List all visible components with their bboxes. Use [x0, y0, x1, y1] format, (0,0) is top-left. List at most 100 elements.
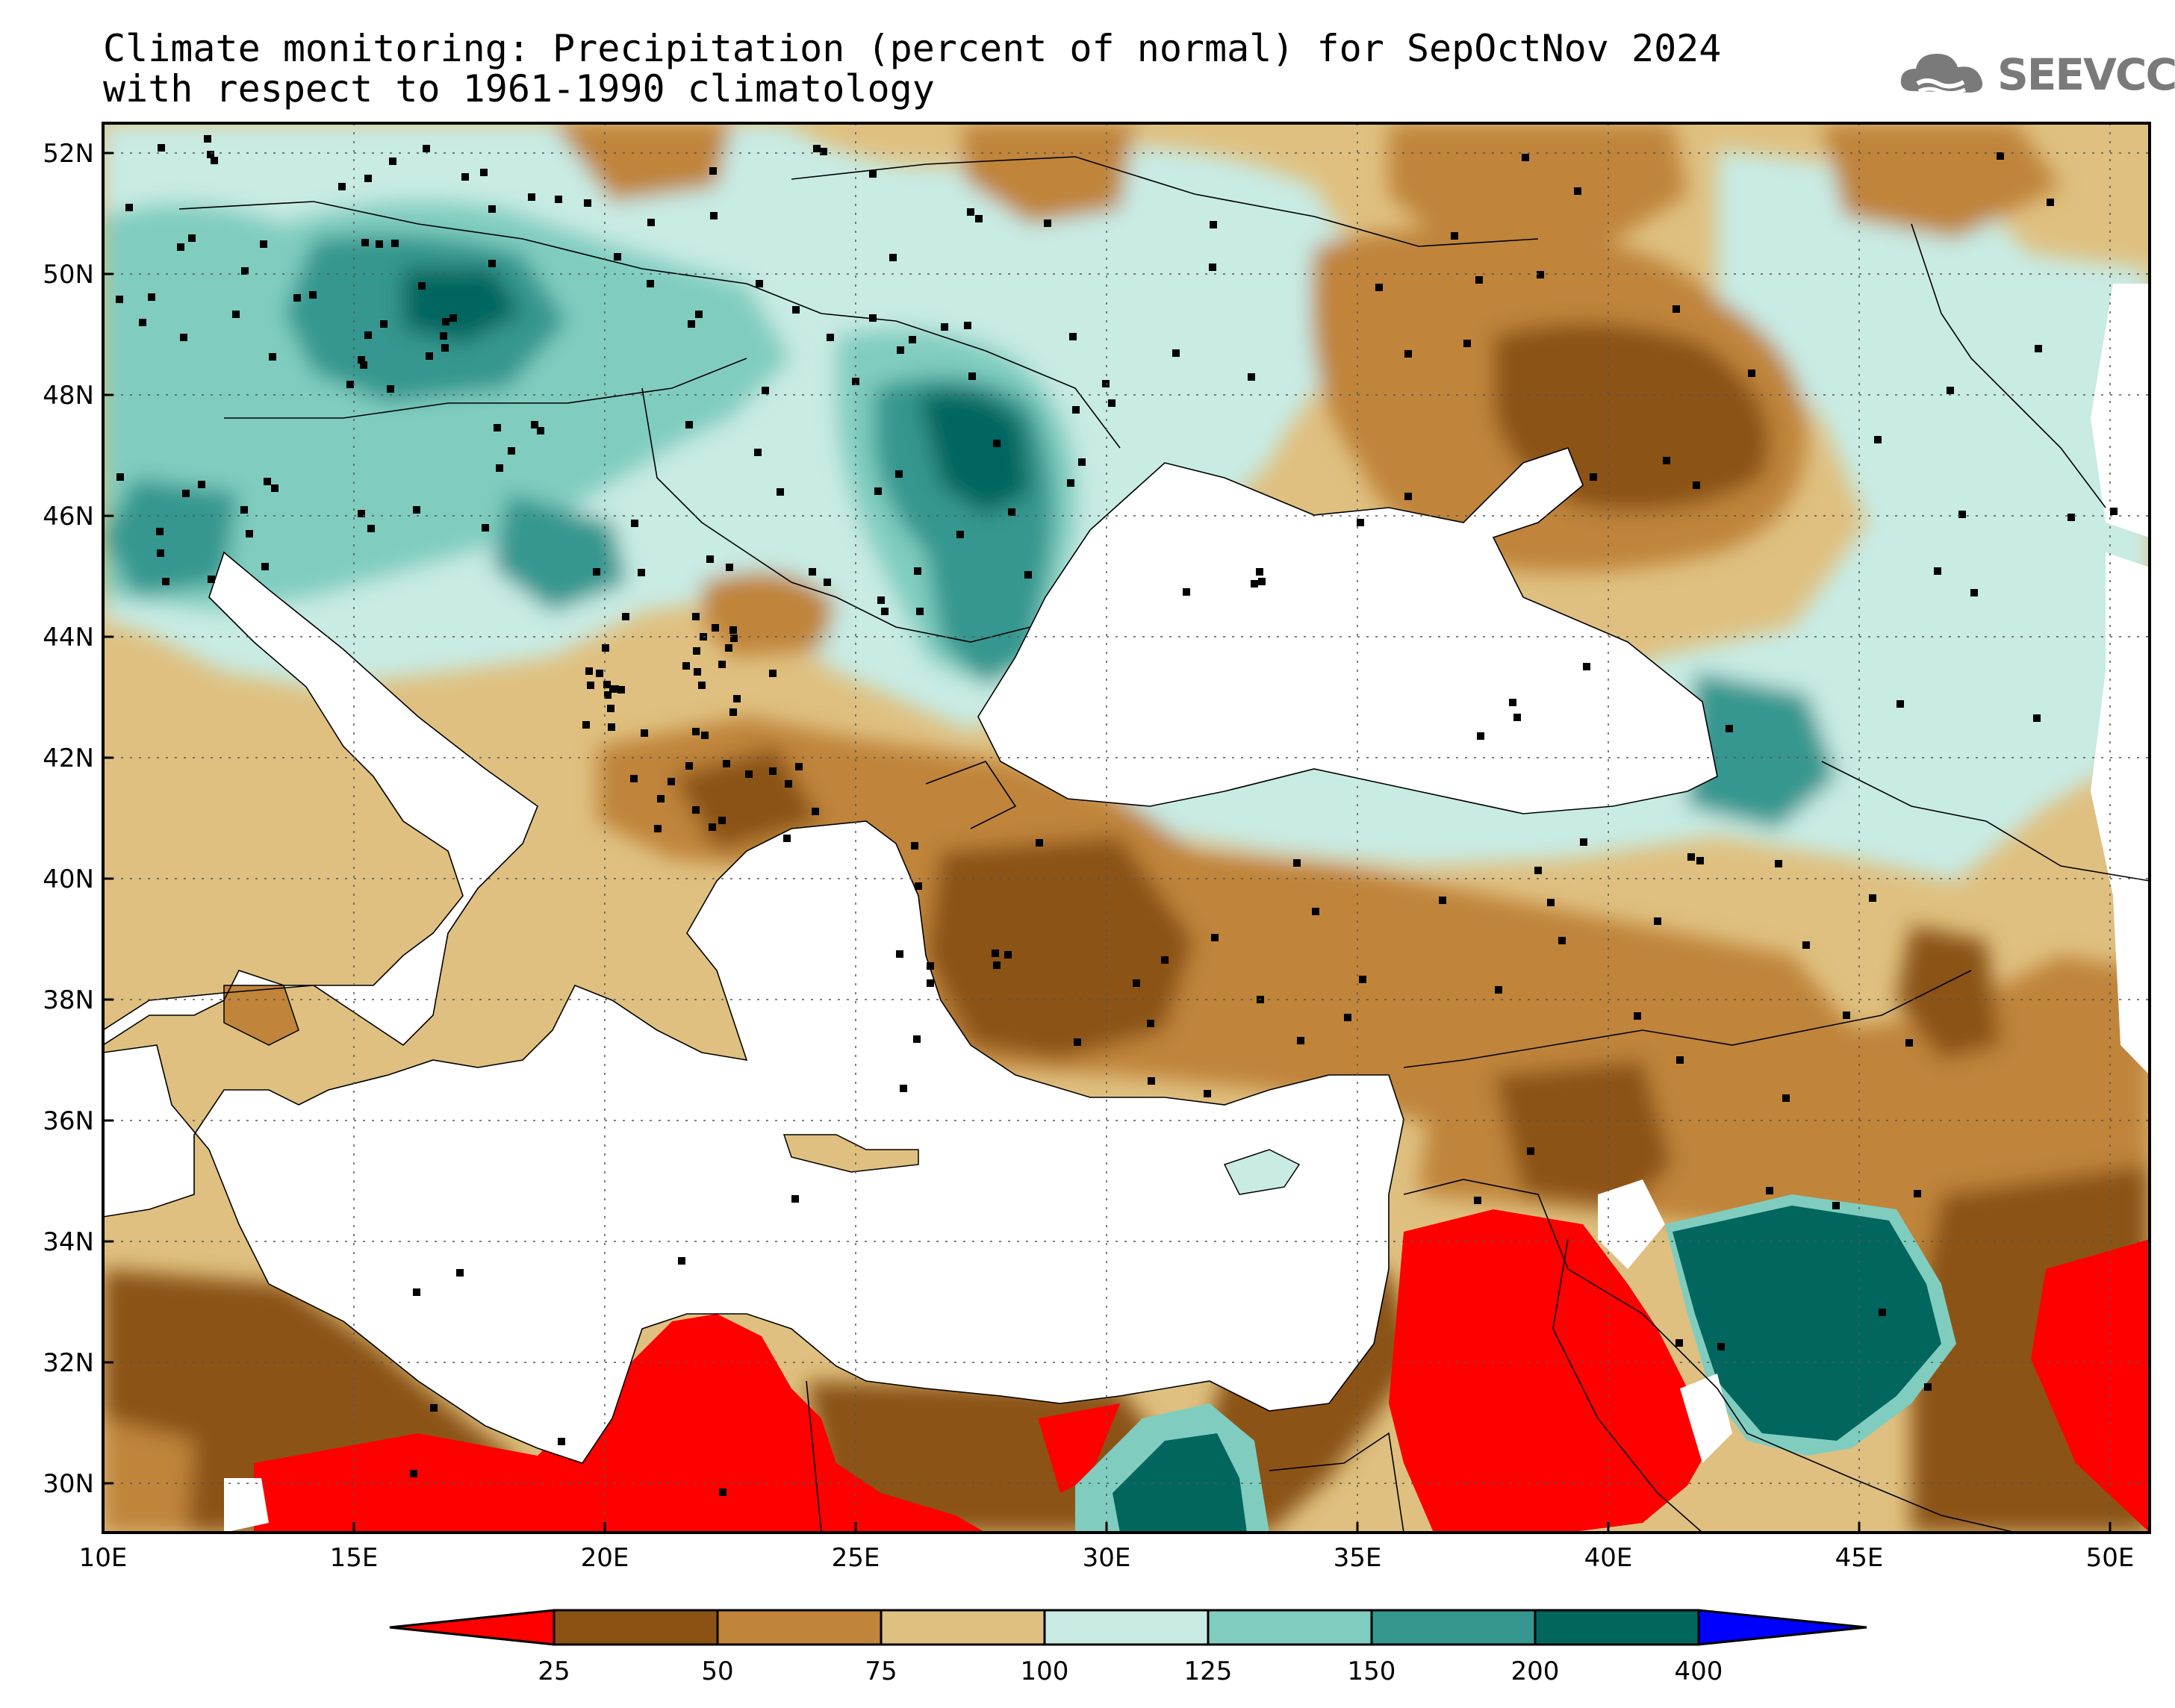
station-marker	[1534, 867, 1542, 874]
station-marker	[182, 490, 190, 497]
station-marker	[449, 314, 457, 322]
station-marker	[418, 282, 426, 290]
station-marker	[232, 311, 240, 318]
station-marker	[756, 280, 763, 287]
station-marker	[1896, 700, 1904, 708]
x-axis-labels: 10E 15E 20E 25E 30E 35E 40E 45E 50E	[79, 1543, 2135, 1573]
station-marker	[587, 682, 594, 689]
station-marker	[240, 506, 248, 514]
station-marker	[2067, 514, 2075, 521]
station-marker	[706, 555, 714, 563]
station-marker	[271, 484, 279, 492]
station-marker	[558, 1438, 565, 1445]
station-marker	[769, 767, 777, 775]
station-marker	[993, 440, 1001, 447]
station-marker	[718, 661, 726, 668]
colorbar-label: 200	[1511, 1656, 1560, 1686]
station-marker	[785, 780, 792, 788]
station-marker	[1210, 221, 1217, 228]
station-marker	[162, 578, 169, 585]
station-marker	[1067, 479, 1074, 487]
y-label: 52N	[43, 139, 94, 169]
station-marker	[719, 1489, 726, 1496]
map-title-line2: with respect to 1961-1990 climatology	[103, 67, 935, 110]
station-marker	[1717, 1343, 1725, 1350]
precipitation-field	[103, 123, 2150, 1533]
station-marker	[745, 770, 753, 778]
station-marker	[1522, 154, 1529, 161]
station-marker	[440, 332, 447, 340]
station-marker	[1874, 436, 1882, 443]
colorbar-box	[716, 1609, 883, 1646]
station-marker	[602, 644, 609, 652]
station-marker	[596, 670, 603, 677]
station-marker	[874, 487, 882, 495]
station-marker	[725, 644, 732, 652]
station-marker	[148, 293, 155, 301]
station-marker	[1148, 1077, 1155, 1085]
station-marker	[1832, 1202, 1840, 1209]
colorbar-label: 125	[1184, 1656, 1233, 1686]
station-marker	[1404, 493, 1412, 500]
y-label: 40N	[43, 864, 94, 894]
station-marker	[1451, 232, 1458, 240]
colorbar-label: 25	[538, 1656, 570, 1686]
station-marker	[2033, 714, 2041, 722]
station-marker	[410, 1470, 417, 1477]
station-marker	[1687, 853, 1695, 861]
station-marker	[777, 488, 784, 496]
seevccc-logo: SEEVCCC	[1896, 45, 2175, 108]
station-marker	[361, 239, 369, 246]
station-marker	[593, 568, 600, 576]
station-marker	[881, 608, 889, 615]
station-marker	[975, 215, 983, 222]
graticule	[103, 123, 2150, 1533]
colorbar-box	[1207, 1609, 1373, 1646]
station-marker	[2110, 508, 2118, 515]
station-marker	[188, 234, 196, 242]
station-marker	[555, 196, 562, 203]
station-marker	[1583, 663, 1590, 670]
station-marker	[630, 775, 638, 782]
station-marker	[657, 795, 665, 802]
station-marker	[528, 193, 535, 201]
station-marker	[692, 613, 700, 620]
colorbar-arrow-left	[389, 1609, 556, 1646]
station-marker	[900, 1085, 907, 1092]
station-marker	[241, 267, 249, 275]
x-label: 25E	[832, 1543, 880, 1573]
station-marker	[1375, 284, 1383, 291]
station-marker	[1970, 589, 1978, 596]
station-marker	[1905, 1039, 1913, 1047]
station-marker	[685, 421, 693, 428]
station-marker	[668, 778, 675, 785]
station-marker	[1495, 986, 1502, 994]
station-marker	[1748, 370, 1755, 377]
station-marker	[380, 320, 388, 328]
station-marker	[360, 361, 367, 369]
station-marker	[1590, 473, 1597, 481]
station-marker	[269, 353, 276, 361]
station-marker	[391, 240, 399, 247]
station-marker	[1204, 1090, 1211, 1097]
station-marker	[852, 378, 859, 385]
x-label: 35E	[1334, 1543, 1382, 1573]
station-marker	[1078, 458, 1086, 466]
y-label: 46N	[43, 502, 94, 532]
station-marker	[754, 449, 762, 456]
station-marker	[211, 157, 218, 164]
y-label: 34N	[43, 1227, 94, 1257]
colorbar-label: 400	[1675, 1656, 1723, 1686]
station-marker	[1475, 276, 1483, 284]
station-marker	[1547, 899, 1555, 906]
station-marker	[927, 962, 934, 970]
station-marker	[895, 470, 903, 478]
station-marker	[582, 721, 590, 729]
station-marker	[792, 306, 800, 314]
station-marker	[1439, 897, 1446, 904]
x-label: 20E	[581, 1543, 629, 1573]
station-marker	[1256, 568, 1263, 576]
y-axis-labels: 52N 50N 48N 46N 44N 42N 40N 38N 36N 34N …	[43, 139, 94, 1499]
colorbar-label: 75	[865, 1656, 897, 1686]
